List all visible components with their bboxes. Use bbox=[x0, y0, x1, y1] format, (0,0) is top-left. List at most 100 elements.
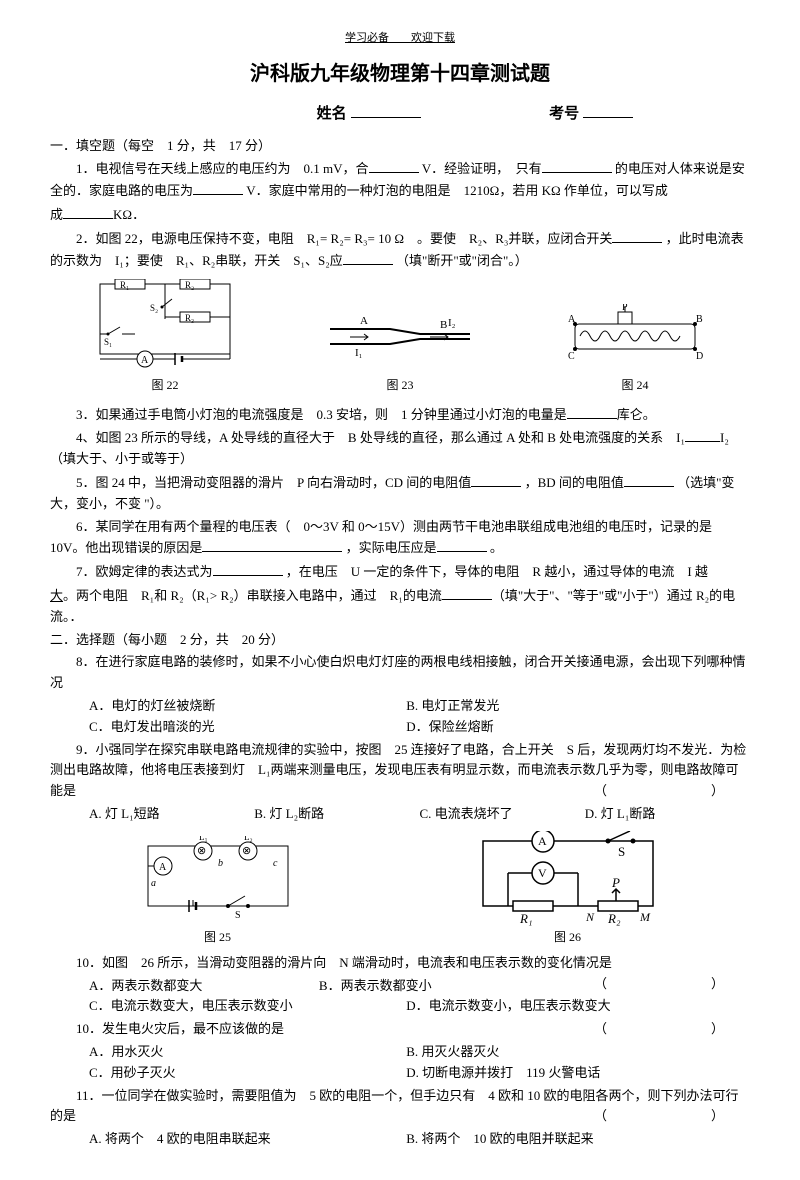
q12-options: A. 将两个 4 欧的电阻串联起来B. 将两个 10 欧的电阻并联起来 bbox=[89, 1129, 750, 1150]
name-row: 姓名 考号 bbox=[50, 102, 750, 126]
svg-text:S: S bbox=[618, 844, 625, 859]
q10-paren[interactable]: （ ） bbox=[568, 974, 750, 995]
svg-text:⊗: ⊗ bbox=[242, 845, 251, 857]
q5-blank2[interactable] bbox=[624, 472, 674, 487]
svg-text:R₁: R₁ bbox=[519, 911, 532, 926]
fig22: R₁ R₂ R₃ S₂ S₁ A 图 22 bbox=[90, 279, 240, 395]
svg-text:R₁: R₁ bbox=[120, 280, 129, 290]
q2: 2．如图 22，电源电压保持不变，电阻 R₁= R₂= R₃= 10 Ω 。要使… bbox=[50, 228, 750, 272]
svg-text:⊗: ⊗ bbox=[197, 845, 206, 857]
q8-opt-d[interactable]: D．保险丝熔断 bbox=[406, 717, 493, 738]
fig22-label: 图 22 bbox=[151, 378, 178, 392]
q1-blank2[interactable] bbox=[542, 158, 612, 173]
q11-opt-d[interactable]: D. 切断电源并拨打 119 火警电话 bbox=[406, 1063, 600, 1084]
q11-opt-a[interactable]: A．用水灭火 bbox=[89, 1042, 406, 1063]
svg-text:B: B bbox=[440, 319, 447, 331]
q12-opt-a[interactable]: A. 将两个 4 欧的电阻串联起来 bbox=[89, 1129, 406, 1150]
q9-opt-b[interactable]: B. 灯 L₂断路 bbox=[254, 804, 419, 825]
q12-stem: 11．一位同学在做实验时，需要阻值为 5 欧的电阻一个，但手边只有 4 欧和 1… bbox=[50, 1086, 750, 1128]
section1-heading: 一．填空题（每空 1 分，共 17 分） bbox=[50, 136, 750, 157]
q8-opt-b[interactable]: B. 电灯正常发光 bbox=[406, 696, 499, 717]
svg-text:c: c bbox=[273, 858, 278, 869]
q8-opt-a[interactable]: A．电灯的灯丝被烧断 bbox=[89, 696, 406, 717]
q5: 5．图 24 中，当把滑动变阻器的滑片 P 向右滑动时，CD 间的电阻值 ，BD… bbox=[50, 472, 750, 515]
exam-no-blank[interactable] bbox=[583, 103, 633, 118]
svg-text:M: M bbox=[639, 910, 651, 924]
svg-text:S: S bbox=[235, 910, 241, 921]
fig24: P A B C D 图 24 bbox=[560, 304, 710, 395]
q6-blank2[interactable] bbox=[437, 537, 487, 552]
header-note: 学习必备 欢迎下载 bbox=[50, 30, 750, 48]
name-label: 姓名 bbox=[317, 105, 347, 122]
svg-text:P: P bbox=[611, 875, 620, 890]
svg-text:L₁: L₁ bbox=[199, 836, 208, 842]
svg-text:N: N bbox=[585, 910, 595, 924]
exam-no-label: 考号 bbox=[549, 105, 579, 122]
svg-text:b: b bbox=[218, 858, 223, 869]
q1: 1．电视信号在天线上感应的电压约为 0.1 mV，合 V．经验证明， 只有 的电… bbox=[50, 158, 750, 202]
q11-stem: 10．发生电火灾后，最不应该做的是（ ） bbox=[50, 1019, 750, 1040]
q7-blank2[interactable] bbox=[442, 585, 492, 600]
svg-text:R₂: R₂ bbox=[185, 280, 194, 290]
q9-opt-c[interactable]: C. 电流表烧坏了 bbox=[420, 804, 585, 825]
q12-opt-b[interactable]: B. 将两个 10 欧的电阻并联起来 bbox=[406, 1129, 593, 1150]
q11-opt-b[interactable]: B. 用灭火器灭火 bbox=[406, 1042, 499, 1063]
fig25-label: 图 25 bbox=[204, 930, 231, 944]
q8-stem: 8．在进行家庭电路的装修时，如果不小心使白炽电灯灯座的两根电线相接触，闭合开关接… bbox=[50, 652, 750, 694]
q10-stem: 10．如图 26 所示，当滑动变阻器的滑片向 N 端滑动时，电流表和电压表示数的… bbox=[50, 953, 750, 974]
fig26: A S V R₁ P N R₂ M 图 26 bbox=[468, 831, 668, 947]
svg-text:a: a bbox=[151, 878, 156, 889]
q9-paren[interactable]: （ ） bbox=[568, 781, 750, 802]
fig23-label: 图 23 bbox=[386, 378, 413, 392]
q5-blank1[interactable] bbox=[471, 472, 521, 487]
svg-text:A: A bbox=[360, 315, 368, 327]
q6: 6．某同学在用有两个量程的电压表（ 0～3V 和 0～15V）测由两节干电池串联… bbox=[50, 517, 750, 560]
q9-opt-a[interactable]: A. 灯 L₁短路 bbox=[89, 804, 254, 825]
svg-text:D: D bbox=[696, 351, 703, 362]
q10-opt-a[interactable]: A．两表示数都变大 bbox=[89, 976, 319, 997]
fig23: A B I₁ I₂ 图 23 bbox=[320, 304, 480, 395]
q3: 3．如果通过手电筒小灯泡的电流强度是 0.3 安培，则 1 分钟里通过小灯泡的电… bbox=[50, 404, 750, 426]
q3-blank[interactable] bbox=[567, 404, 617, 419]
q2-blank2[interactable] bbox=[343, 250, 393, 265]
q6-blank1[interactable] bbox=[202, 537, 342, 552]
q11-opt-c[interactable]: C．用砂子灭火 bbox=[89, 1063, 406, 1084]
svg-text:B: B bbox=[696, 314, 703, 325]
figure-row-1: R₁ R₂ R₃ S₂ S₁ A 图 22 bbox=[50, 279, 750, 395]
svg-text:I₂: I₂ bbox=[448, 317, 456, 329]
q7: 7．欧姆定律的表达式为 ，在电压 U 一定的条件下，导体的电阻 R 越小，通过导… bbox=[50, 561, 750, 583]
svg-text:C: C bbox=[568, 351, 575, 362]
q9-options: A. 灯 L₁短路 B. 灯 L₂断路 C. 电流表烧坏了 D. 灯 L₁断路 bbox=[89, 804, 750, 825]
q1-blank3[interactable] bbox=[193, 180, 243, 195]
fig26-label: 图 26 bbox=[554, 930, 581, 944]
q1-blank1[interactable] bbox=[369, 158, 419, 173]
q2-blank1[interactable] bbox=[612, 228, 662, 243]
q10-opt-c[interactable]: C．电流示数变大，电压表示数变小 bbox=[89, 996, 406, 1017]
q1-blank4[interactable] bbox=[63, 204, 113, 219]
q11-paren[interactable]: （ ） bbox=[568, 1019, 750, 1040]
svg-text:A: A bbox=[159, 862, 167, 873]
svg-text:L₂: L₂ bbox=[244, 836, 253, 842]
section2-heading: 二．选择题（每小题 2 分，共 20 分） bbox=[50, 630, 750, 651]
q4: 4、如图 23 所示的导线，A 处导线的直径大于 B 处导线的直径，那么通过 A… bbox=[50, 427, 750, 470]
q10-opt-b[interactable]: B．两表示数都变小 bbox=[319, 976, 432, 997]
page-title: 沪科版九年级物理第十四章测试题 bbox=[50, 58, 750, 90]
q8-opt-c[interactable]: C．电灯发出暗淡的光 bbox=[89, 717, 406, 738]
q9-opt-d[interactable]: D. 灯 L₁断路 bbox=[585, 804, 750, 825]
q4-blank[interactable] bbox=[685, 427, 720, 442]
svg-text:S₁: S₁ bbox=[104, 337, 112, 347]
fig25: A ⊗ L₁ ⊗ L₂ a b c S 图 25 bbox=[133, 836, 303, 947]
q7-cont: 大。两个电阻 R₁和 R₂（R₁> R₂）串联接入电路中，通过 R₁的电流（填"… bbox=[50, 585, 750, 628]
q10-opt-d[interactable]: D．电流示数变小，电压表示数变大 bbox=[406, 996, 610, 1017]
q1-cont: 成KΩ． bbox=[50, 204, 750, 226]
q7-blank1[interactable] bbox=[213, 561, 283, 576]
q9-stem: 9．小强同学在探究串联电路电流规律的实验中，按图 25 连接好了电路，合上开关 … bbox=[50, 740, 750, 802]
svg-text:R₂: R₂ bbox=[607, 911, 621, 926]
svg-text:P: P bbox=[622, 304, 628, 313]
svg-text:A: A bbox=[538, 834, 547, 848]
q11-options: A．用水灭火B. 用灭火器灭火 C．用砂子灭火D. 切断电源并拨打 119 火警… bbox=[89, 1042, 750, 1084]
fig24-label: 图 24 bbox=[621, 378, 648, 392]
svg-text:S₂: S₂ bbox=[150, 303, 158, 313]
name-blank[interactable] bbox=[351, 103, 421, 118]
q12-paren[interactable]: （ ） bbox=[568, 1106, 750, 1127]
